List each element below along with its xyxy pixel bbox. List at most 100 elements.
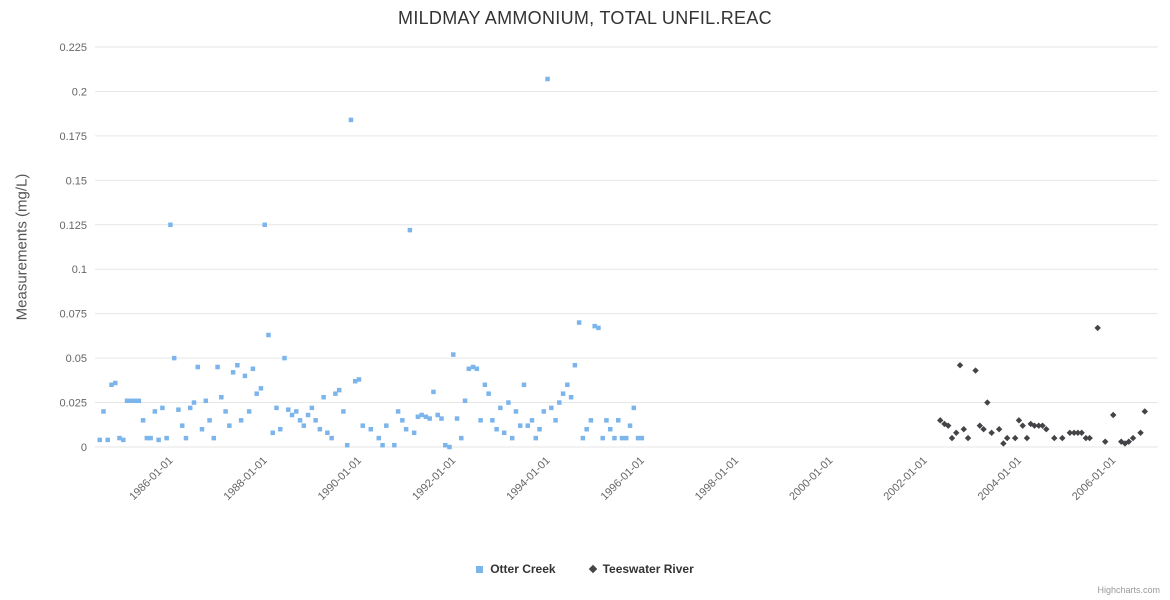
data-point-otter-creek[interactable] (545, 76, 550, 82)
data-point-otter-creek[interactable] (286, 407, 291, 412)
data-point-teeswater-river[interactable] (976, 422, 984, 429)
data-point-otter-creek[interactable] (195, 364, 201, 370)
data-point-otter-creek[interactable] (427, 416, 432, 421)
data-point-otter-creek[interactable] (368, 426, 374, 432)
data-point-teeswater-river[interactable] (1059, 434, 1066, 442)
data-point-otter-creek[interactable] (325, 430, 330, 436)
data-point-teeswater-river[interactable] (937, 417, 944, 424)
data-point-otter-creek[interactable] (431, 389, 436, 395)
data-point-otter-creek[interactable] (160, 405, 165, 411)
data-point-otter-creek[interactable] (584, 426, 589, 432)
data-point-otter-creek[interactable] (227, 423, 232, 428)
data-point-otter-creek[interactable] (199, 426, 205, 432)
data-point-teeswater-river[interactable] (1141, 408, 1149, 415)
data-point-otter-creek[interactable] (619, 435, 625, 441)
data-point-otter-creek[interactable] (211, 435, 217, 441)
data-point-teeswater-river[interactable] (1121, 440, 1129, 447)
data-point-otter-creek[interactable] (451, 352, 456, 357)
data-point-otter-creek[interactable] (321, 394, 326, 400)
data-point-otter-creek[interactable] (336, 387, 342, 393)
data-point-otter-creek[interactable] (403, 426, 409, 432)
data-point-otter-creek[interactable] (423, 414, 429, 420)
data-point-teeswater-river[interactable] (984, 399, 991, 406)
data-point-otter-creek[interactable] (356, 377, 362, 382)
data-point-teeswater-river[interactable] (1027, 420, 1034, 428)
data-point-otter-creek[interactable] (109, 382, 114, 388)
data-point-teeswater-river[interactable] (1000, 440, 1007, 447)
data-point-otter-creek[interactable] (183, 435, 189, 441)
data-point-otter-creek[interactable] (513, 409, 519, 414)
data-point-otter-creek[interactable] (624, 435, 629, 441)
data-point-otter-creek[interactable] (392, 442, 397, 448)
data-point-otter-creek[interactable] (533, 435, 539, 441)
data-point-otter-creek[interactable] (442, 442, 448, 448)
data-point-teeswater-river[interactable] (1070, 429, 1078, 436)
data-point-otter-creek[interactable] (164, 435, 169, 441)
data-point-otter-creek[interactable] (616, 418, 621, 423)
data-point-teeswater-river[interactable] (1066, 429, 1074, 436)
data-point-otter-creek[interactable] (242, 373, 248, 379)
data-point-otter-creek[interactable] (568, 394, 574, 400)
data-point-teeswater-river[interactable] (1011, 434, 1019, 442)
data-point-otter-creek[interactable] (191, 400, 197, 405)
data-point-otter-creek[interactable] (187, 405, 193, 411)
data-point-otter-creek[interactable] (506, 400, 511, 405)
data-point-teeswater-river[interactable] (980, 426, 987, 433)
data-point-otter-creek[interactable] (235, 362, 240, 368)
data-point-teeswater-river[interactable] (1086, 434, 1093, 442)
data-point-teeswater-river[interactable] (1039, 422, 1046, 429)
data-point-otter-creek[interactable] (486, 391, 491, 396)
data-point-otter-creek[interactable] (415, 414, 421, 420)
data-point-otter-creek[interactable] (400, 418, 405, 423)
data-point-otter-creek[interactable] (439, 416, 444, 421)
data-point-otter-creek[interactable] (466, 366, 472, 372)
data-point-otter-creek[interactable] (254, 391, 259, 396)
data-point-teeswater-river[interactable] (1082, 434, 1090, 442)
data-point-otter-creek[interactable] (121, 437, 126, 443)
data-point-teeswater-river[interactable] (1043, 426, 1050, 433)
data-point-otter-creek[interactable] (607, 426, 613, 432)
data-point-teeswater-river[interactable] (1110, 411, 1117, 419)
data-point-otter-creek[interactable] (152, 409, 158, 414)
data-point-otter-creek[interactable] (576, 320, 582, 325)
data-point-otter-creek[interactable] (384, 423, 389, 428)
data-point-otter-creek[interactable] (482, 382, 488, 388)
data-point-otter-creek[interactable] (246, 409, 252, 414)
data-point-otter-creek[interactable] (529, 418, 535, 423)
data-point-otter-creek[interactable] (132, 398, 138, 404)
data-point-otter-creek[interactable] (572, 362, 578, 368)
data-point-otter-creek[interactable] (176, 407, 181, 412)
data-point-otter-creek[interactable] (541, 409, 547, 414)
data-point-otter-creek[interactable] (113, 380, 118, 386)
data-point-teeswater-river[interactable] (956, 362, 964, 369)
data-point-otter-creek[interactable] (250, 366, 256, 372)
data-point-teeswater-river[interactable] (1102, 438, 1109, 445)
data-point-otter-creek[interactable] (509, 435, 515, 441)
data-point-otter-creek[interactable] (278, 426, 283, 432)
data-point-otter-creek[interactable] (478, 418, 483, 423)
data-point-otter-creek[interactable] (156, 437, 161, 443)
data-point-otter-creek[interactable] (537, 426, 542, 432)
data-point-otter-creek[interactable] (144, 435, 150, 441)
data-point-otter-creek[interactable] (203, 398, 209, 404)
data-point-otter-creek[interactable] (309, 405, 315, 411)
data-point-otter-creek[interactable] (474, 366, 480, 372)
data-point-teeswater-river[interactable] (1125, 438, 1132, 445)
data-point-otter-creek[interactable] (317, 426, 323, 432)
data-point-otter-creek[interactable] (117, 435, 122, 441)
data-point-otter-creek[interactable] (294, 409, 299, 414)
data-point-otter-creek[interactable] (215, 364, 220, 370)
data-point-teeswater-river[interactable] (964, 434, 972, 442)
data-point-otter-creek[interactable] (360, 423, 366, 428)
data-point-otter-creek[interactable] (97, 437, 102, 443)
data-point-otter-creek[interactable] (313, 418, 318, 423)
data-point-otter-creek[interactable] (604, 418, 609, 423)
data-point-otter-creek[interactable] (501, 430, 507, 436)
data-point-otter-creek[interactable] (462, 398, 468, 404)
data-point-otter-creek[interactable] (553, 418, 558, 423)
data-point-teeswater-river[interactable] (988, 429, 995, 436)
data-point-otter-creek[interactable] (588, 418, 594, 423)
data-point-otter-creek[interactable] (580, 435, 586, 441)
data-point-otter-creek[interactable] (230, 370, 236, 375)
data-point-otter-creek[interactable] (274, 405, 279, 411)
